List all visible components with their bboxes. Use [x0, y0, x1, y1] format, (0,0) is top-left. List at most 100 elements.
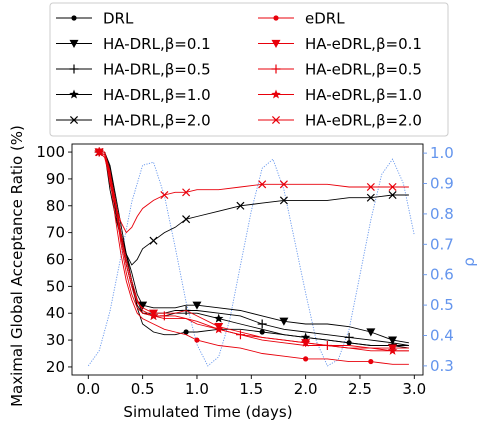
y2-tick-label: 0.5 — [430, 296, 454, 314]
series-line — [99, 151, 409, 234]
y-tick-label: 60 — [46, 251, 65, 269]
series-marker — [182, 188, 191, 197]
legend-frame — [49, 2, 449, 137]
legend: DRL HA-DRL,β=0.1 HA-DRL,β=0.5 HA-DRL,β=1.0 H… — [49, 2, 449, 137]
legend-label: HA-DRL,β=1.0 — [103, 86, 211, 104]
legend-marker — [69, 115, 79, 125]
series-line — [99, 151, 409, 266]
legend-item: HA-eDRL,β=2.0 — [258, 112, 422, 130]
x-axis-label: Simulated Time (days) — [123, 403, 292, 421]
series-marker — [300, 337, 311, 347]
y-tick-label: 50 — [46, 277, 65, 295]
y2-tick-label: 0.9 — [430, 175, 454, 193]
y2-tick-label: 0.7 — [430, 235, 454, 253]
series-marker — [194, 337, 200, 343]
y-tick-label: 90 — [46, 170, 65, 188]
legend-item: HA-DRL,β=0.1 — [56, 35, 211, 53]
legend-item: eDRL — [258, 10, 345, 28]
rho-line — [87, 158, 415, 367]
series-marker — [279, 317, 289, 326]
series-marker — [303, 356, 309, 362]
x-tick-label: 1.0 — [185, 380, 209, 398]
legend-item: HA-DRL,β=0.5 — [56, 61, 211, 79]
legend-label: HA-eDRL,β=0.1 — [305, 35, 422, 53]
series-marker — [148, 310, 159, 320]
legend-item: HA-eDRL,β=1.0 — [258, 86, 422, 104]
y-tick-label: 20 — [46, 358, 65, 376]
legend-item: HA-eDRL,β=0.1 — [258, 35, 422, 53]
y-tick-label: 30 — [46, 331, 65, 349]
legend-item: HA-DRL,β=1.0 — [56, 86, 211, 104]
y2-tick-label: 0.6 — [430, 266, 454, 284]
series-line — [99, 151, 409, 352]
y-tick-label: 40 — [46, 304, 65, 322]
series-line — [99, 151, 409, 349]
x-tick-label: 0.0 — [76, 380, 100, 398]
series-marker — [149, 236, 158, 245]
legend-marker — [69, 64, 79, 74]
series-1 — [94, 148, 409, 345]
legend-item: HA-DRL,β=2.0 — [56, 112, 211, 130]
legend-label: HA-eDRL,β=1.0 — [305, 86, 422, 104]
series-marker — [138, 301, 148, 310]
legend-marker — [271, 115, 281, 125]
legend-marker — [271, 64, 281, 74]
series-0 — [96, 149, 409, 346]
series-marker — [213, 324, 224, 334]
series-marker — [182, 215, 191, 224]
series-marker — [366, 328, 376, 337]
legend-label: eDRL — [305, 10, 345, 28]
y2-axis-label: ρ — [460, 257, 478, 267]
series-5 — [96, 149, 409, 365]
legend-marker — [69, 39, 79, 48]
series-marker — [279, 196, 288, 205]
legend-marker — [271, 89, 281, 99]
series-marker — [257, 319, 267, 329]
series-line — [99, 151, 409, 349]
series-3 — [94, 147, 409, 350]
series-marker — [366, 182, 375, 192]
series-marker — [388, 182, 397, 192]
y2-tick-label: 0.3 — [430, 357, 454, 375]
series-marker — [368, 358, 374, 365]
x-tick-label: 2.0 — [294, 380, 318, 398]
x-tick-label: 2.5 — [348, 380, 372, 398]
series-9 — [95, 148, 409, 234]
axes: 0.0 0.5 1.0 1.5 2.0 2.5 3.0 20 30 40 50 60 70 80 90 100… — [36, 143, 454, 398]
series-marker — [344, 332, 354, 342]
y-tick-label: 70 — [46, 224, 65, 242]
y2-tick-label: 0.4 — [430, 326, 454, 344]
legend-label: HA-eDRL,β=0.5 — [305, 61, 422, 79]
series-marker — [366, 193, 375, 202]
series-marker — [388, 191, 397, 200]
series-2 — [94, 147, 409, 346]
series-marker — [387, 345, 398, 355]
legend-label: HA-DRL,β=2.0 — [103, 112, 211, 130]
series-marker — [192, 301, 202, 310]
series-marker — [258, 180, 267, 189]
legend-marker — [273, 15, 279, 21]
legend-marker — [69, 89, 79, 99]
legend-marker — [271, 39, 281, 48]
legend-label: HA-eDRL,β=2.0 — [305, 112, 422, 130]
series-marker — [300, 332, 311, 342]
series-marker — [95, 148, 104, 157]
x-tick-label: 0.5 — [131, 380, 155, 398]
y2-tick-label: 0.8 — [430, 205, 454, 223]
legend-label: DRL — [103, 10, 134, 28]
series-line — [98, 151, 409, 365]
series-marker — [236, 201, 245, 210]
legend-marker — [71, 15, 77, 21]
series-marker — [213, 313, 224, 323]
legend-item: DRL — [56, 10, 134, 28]
x-tick-label: 1.5 — [239, 380, 263, 398]
series-marker — [183, 329, 189, 335]
series-marker — [259, 329, 265, 335]
legend-item: HA-eDRL,β=0.5 — [258, 61, 422, 79]
series-line — [99, 151, 409, 346]
y-tick-label: 80 — [46, 197, 65, 215]
y-axis-label: Maximal Global Acceptance Ratio (%) — [8, 125, 26, 407]
legend-label: HA-DRL,β=0.1 — [103, 35, 211, 53]
series-marker — [279, 180, 288, 189]
